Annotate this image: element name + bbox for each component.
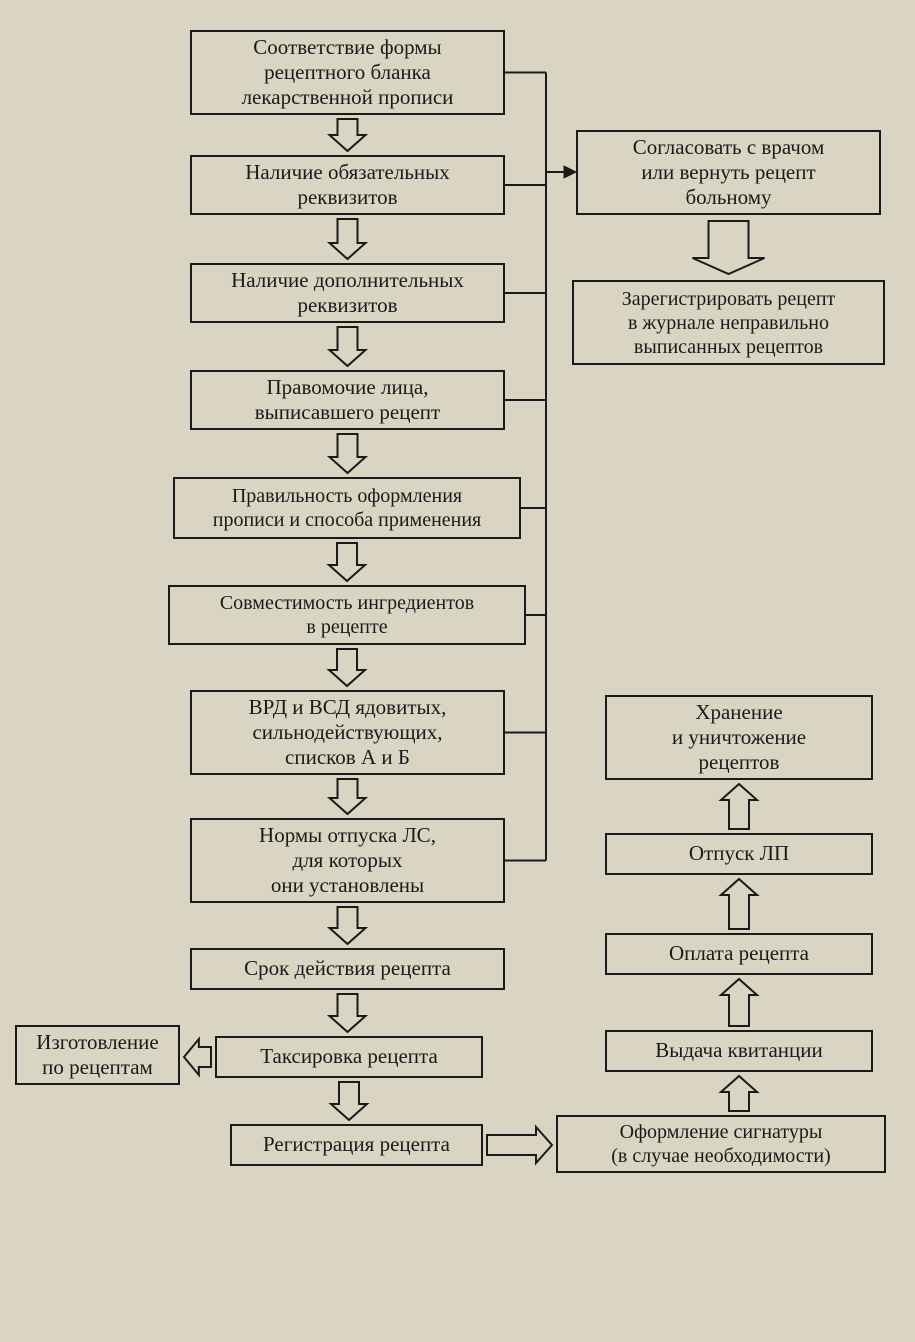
flowchart-node-nL: Изготовление по рецептам <box>15 1025 180 1085</box>
node-label: Оплата рецепта <box>669 941 809 966</box>
flowchart-node-n10: Таксировка рецепта <box>215 1036 483 1078</box>
node-label: Хранение и уничтожение рецептов <box>672 700 806 776</box>
node-label: Согласовать с врачом или вернуть рецепт … <box>633 135 825 211</box>
flowchart-node-n6: Совместимость ингредиентов в рецепте <box>168 585 526 645</box>
node-label: Наличие дополнительных реквизитов <box>231 268 464 318</box>
node-label: Зарегистрировать рецепт в журнале неправ… <box>622 287 836 359</box>
node-label: Регистрация рецепта <box>263 1132 450 1157</box>
node-label: Срок действия рецепта <box>244 956 451 981</box>
node-label: ВРД и ВСД ядовитых, сильнодействующих, с… <box>249 695 447 771</box>
flowchart-node-n5: Правильность оформления прописи и способ… <box>173 477 521 539</box>
flowchart-node-n4: Правомочие лица, выписавшего рецепт <box>190 370 505 430</box>
flowchart-node-n8: Нормы отпуска ЛС, для которых они устано… <box>190 818 505 903</box>
flowchart-node-r2: Зарегистрировать рецепт в журнале неправ… <box>572 280 885 365</box>
node-label: Правильность оформления прописи и способ… <box>213 484 482 532</box>
node-label: Оформление сигнатуры (в случае необходим… <box>611 1120 830 1168</box>
flowchart-node-n2: Наличие обязательных реквизитов <box>190 155 505 215</box>
flowchart-node-r3: Хранение и уничтожение рецептов <box>605 695 873 780</box>
flowchart-node-r7: Оформление сигнатуры (в случае необходим… <box>556 1115 886 1173</box>
node-label: Наличие обязательных реквизитов <box>245 160 450 210</box>
node-label: Отпуск ЛП <box>689 841 789 866</box>
flowchart-node-n3: Наличие дополнительных реквизитов <box>190 263 505 323</box>
node-label: Нормы отпуска ЛС, для которых они устано… <box>259 823 436 899</box>
flowchart-node-n7: ВРД и ВСД ядовитых, сильнодействующих, с… <box>190 690 505 775</box>
node-label: Совместимость ингредиентов в рецепте <box>220 591 474 639</box>
node-label: Соответствие формы рецептного бланка лек… <box>242 35 454 111</box>
flowchart-node-r6: Выдача квитанции <box>605 1030 873 1072</box>
flowchart-node-r1: Согласовать с врачом или вернуть рецепт … <box>576 130 881 215</box>
flowchart-node-r5: Оплата рецепта <box>605 933 873 975</box>
flowchart-node-r4: Отпуск ЛП <box>605 833 873 875</box>
flowchart-node-n9: Срок действия рецепта <box>190 948 505 990</box>
flowchart-node-n1: Соответствие формы рецептного бланка лек… <box>190 30 505 115</box>
node-label: Таксировка рецепта <box>260 1044 438 1069</box>
node-label: Выдача квитанции <box>655 1038 822 1063</box>
node-label: Изготовление по рецептам <box>36 1030 158 1080</box>
flowchart-node-n11: Регистрация рецепта <box>230 1124 483 1166</box>
node-label: Правомочие лица, выписавшего рецепт <box>255 375 440 425</box>
